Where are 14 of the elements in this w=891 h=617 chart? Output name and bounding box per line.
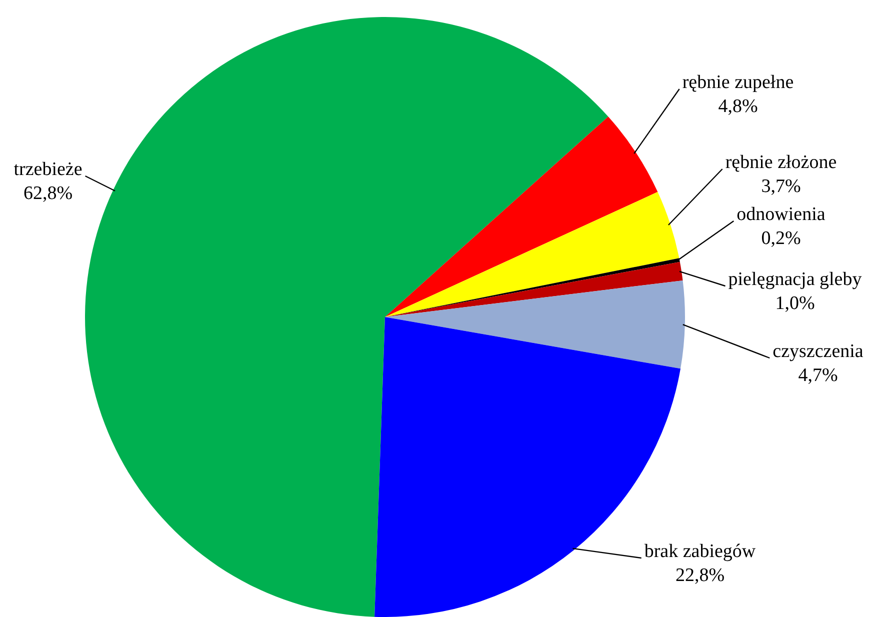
data-label: 0,2%: [761, 228, 801, 249]
slice-label: trzebieże: [14, 158, 82, 180]
data-label: 3,7%: [761, 176, 801, 197]
data-label: 62,8%: [23, 182, 73, 204]
slice-label: odnowienia: [736, 204, 826, 225]
slice-label: czyszczenia: [772, 340, 864, 362]
data-label: 4,8%: [718, 96, 758, 117]
data-label: 4,7%: [798, 364, 838, 386]
data-label: 22,8%: [675, 564, 725, 586]
slice-label: rębnie zupełne: [682, 72, 794, 93]
slice-label: brak zabiegów: [644, 540, 756, 562]
slice-label: rębnie złożone: [725, 152, 837, 173]
data-label: 1,0%: [775, 292, 815, 314]
slice-label: pielęgnacja gleby: [728, 268, 862, 290]
